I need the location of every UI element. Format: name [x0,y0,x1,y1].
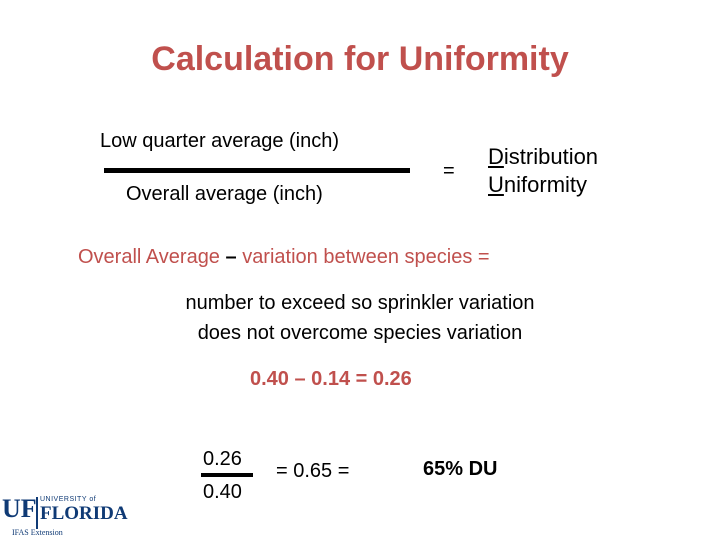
du-line-1: Distribution [488,143,598,171]
logo-uf: UF [2,494,37,523]
logo-florida: FLORIDA [40,503,128,524]
formula-equals: = [443,160,455,182]
du-rest-1: istribution [503,144,599,169]
logo-university: UNIVERSITY of [40,496,97,503]
uf-ifas-logo: UF UNIVERSITY of FLORIDA IFAS Extension [0,490,130,540]
explanation-row-1: number to exceed so sprinkler variation [185,292,535,314]
formula-denominator: Overall average (inch) [126,183,323,205]
calc-fraction-bar [201,473,253,477]
logo-ifas: IFAS Extension [12,528,63,537]
calc-equals-value: = 0.65 = [276,460,350,482]
du-initial-u: U [488,172,504,197]
distribution-uniformity-label: Distribution Uniformity [488,143,598,199]
fraction-bar [104,168,410,173]
du-result: 65% DU [423,458,498,480]
minus-sign: – [225,246,237,268]
du-initial-d: D [488,144,504,169]
explanation-text: number to exceed so sprinkler variation … [0,288,720,348]
page-title: Calculation for Uniformity [151,40,569,78]
du-line-2: Uniformity [488,171,598,199]
calc-denominator: 0.40 [203,481,242,503]
subtraction-equation: 0.40 – 0.14 = 0.26 [250,368,412,390]
formula-numerator: Low quarter average (inch) [100,130,340,152]
overall-average-line: Overall Average – variation between spec… [78,246,490,269]
explanation-row-2: does not overcome species variation [197,322,523,344]
overall-average-text: Overall Average [78,246,220,268]
du-rest-2: niformity [503,172,588,197]
calc-numerator: 0.26 [203,448,242,470]
logo-separator [36,497,38,529]
variation-text: variation between species = [242,246,490,268]
